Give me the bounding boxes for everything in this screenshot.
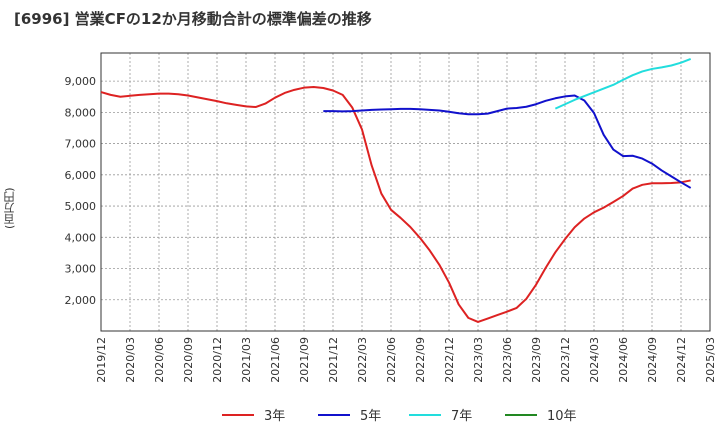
- x-tick-label: 2023/06: [501, 337, 514, 383]
- y-tick-label: 4,000: [65, 231, 97, 244]
- legend-label: 7年: [451, 409, 472, 424]
- x-tick-label: 2020/06: [153, 337, 166, 383]
- y-tick-label: 5,000: [65, 200, 97, 213]
- x-tick-label: 2021/09: [298, 337, 311, 383]
- x-tick-label: 2021/06: [269, 337, 282, 383]
- y-tick-label: 9,000: [65, 75, 97, 88]
- y-tick-label: 8,000: [65, 106, 97, 119]
- x-tick-label: 2024/09: [646, 337, 659, 383]
- x-tick-label: 2022/12: [443, 337, 456, 383]
- series-line-5年: [323, 94, 692, 189]
- x-tick-label: 2024/03: [588, 337, 601, 383]
- series-line-7年: [554, 57, 692, 110]
- x-tick-label: 2021/12: [327, 337, 340, 383]
- series-line-3年: [100, 86, 691, 323]
- x-tick-label: 2023/09: [530, 337, 543, 383]
- y-tick-label: 7,000: [65, 138, 97, 151]
- x-tick-label: 2024/06: [617, 337, 630, 383]
- x-tick-label: 2023/12: [559, 337, 572, 383]
- plot-frame: [100, 52, 711, 332]
- x-tick-label: 2020/09: [182, 337, 195, 383]
- x-tick-label: 2022/06: [385, 337, 398, 383]
- x-tick-label: 2020/03: [124, 337, 137, 383]
- x-tick-label: 2022/03: [356, 337, 369, 383]
- x-tick-label: 2020/12: [211, 337, 224, 383]
- y-tick-label: 6,000: [65, 169, 97, 182]
- y-tick-label: 2,000: [65, 294, 97, 307]
- y-tick-label: 3,000: [65, 263, 97, 276]
- x-tick-label: 2019/12: [95, 337, 108, 383]
- legend-label: 3年: [264, 409, 285, 424]
- x-tick-label: 2022/09: [414, 337, 427, 383]
- chart-title: [6996] 営業CFの12か月移動合計の標準偏差の推移: [14, 10, 372, 28]
- legend-label: 5年: [360, 409, 381, 424]
- x-tick-label: 2024/12: [675, 337, 688, 383]
- plot-area: [101, 53, 710, 331]
- x-tick-label: 2025/03: [704, 337, 717, 383]
- x-tick-label: 2021/03: [240, 337, 253, 383]
- legend-label: 10年: [547, 409, 577, 424]
- x-tick-label: 2023/03: [472, 337, 485, 383]
